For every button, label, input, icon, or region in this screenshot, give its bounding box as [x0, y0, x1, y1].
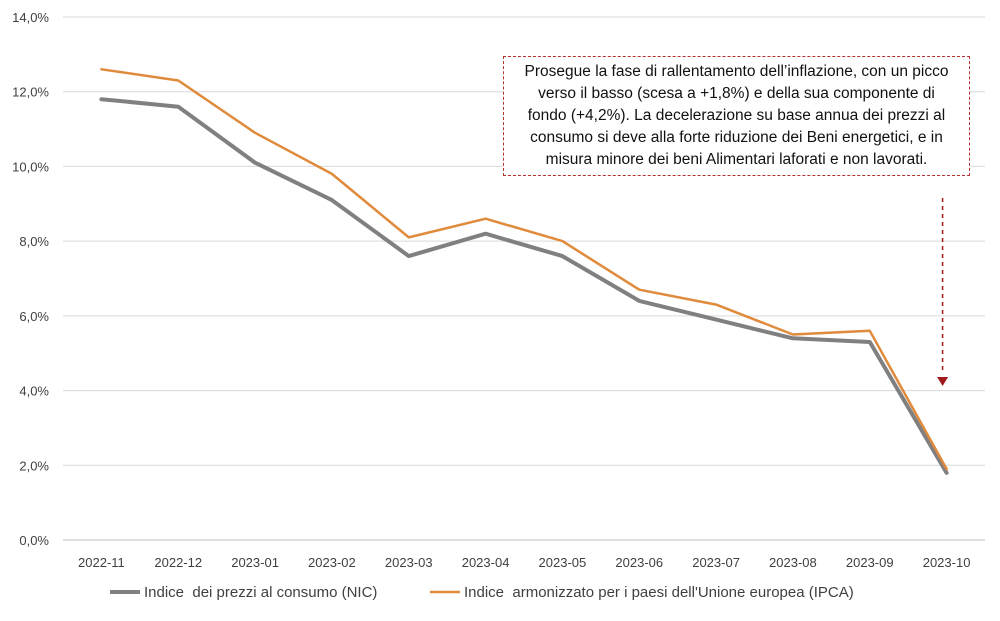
x-tick-label: 2023-04 [462, 555, 510, 570]
x-axis-ticks: 2022-11 2022-12 2023-01 2023-02 2023-03 2023-… [78, 555, 970, 570]
y-tick-label: 2,0% [19, 458, 49, 473]
y-tick-label: 10,0% [12, 159, 49, 174]
legend-label: Indice armonizzato per i paesi dell'Unio… [464, 584, 854, 601]
series-line-nic [99, 97, 949, 475]
legend-label: Indice dei prezzi al consumo (NIC) [144, 584, 377, 601]
y-tick-label: 6,0% [19, 309, 49, 324]
x-tick-label: 2022-12 [154, 555, 202, 570]
y-tick-label: 4,0% [19, 384, 49, 399]
y-tick-label: 12,0% [12, 85, 49, 100]
series-lines [99, 68, 949, 475]
annotation-text: Prosegue la fase di rallentamento dell’i… [524, 63, 949, 168]
y-tick-label: 14,0% [12, 10, 49, 25]
x-tick-label: 2023-07 [692, 555, 740, 570]
x-tick-label: 2023-05 [539, 555, 587, 570]
legend: Indice dei prezzi al consumo (NIC) Indice… [110, 584, 854, 601]
series-line-ipca [100, 68, 948, 471]
arrow-head [937, 377, 949, 386]
x-tick-label: 2023-09 [846, 555, 894, 570]
annotation-box: Prosegue la fase di rallentamento dell’i… [503, 56, 970, 176]
x-tick-label: 2023-03 [385, 555, 433, 570]
x-tick-label: 2023-06 [615, 555, 663, 570]
x-tick-label: 2023-10 [923, 555, 971, 570]
x-tick-label: 2022-11 [78, 555, 125, 570]
y-tick-label: 0,0% [19, 533, 49, 548]
x-tick-label: 2023-02 [308, 555, 356, 570]
x-tick-label: 2023-01 [231, 555, 279, 570]
x-tick-label: 2023-08 [769, 555, 817, 570]
annotation-arrow [937, 198, 949, 386]
y-axis-ticks: 0,0% 2,0% 4,0% 6,0% 8,0% 10,0% 12,0% 14,0% [12, 10, 49, 548]
y-tick-label: 8,0% [19, 234, 49, 249]
